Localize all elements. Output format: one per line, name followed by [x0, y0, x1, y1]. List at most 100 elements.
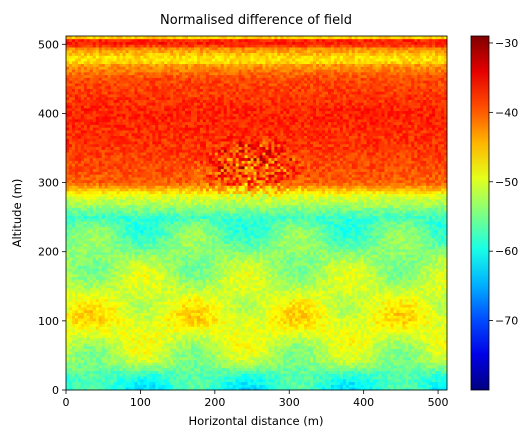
- heatmap-cell: [328, 324, 331, 327]
- heatmap-cell: [328, 332, 331, 335]
- heatmap-cell: [438, 302, 441, 305]
- heatmap-cell: [349, 354, 352, 357]
- heatmap-cell: [411, 296, 414, 299]
- heatmap-cell: [280, 349, 283, 352]
- heatmap-cell: [158, 382, 161, 385]
- heatmap-cell: [370, 293, 373, 296]
- heatmap-cell: [387, 326, 390, 329]
- heatmap-cell: [188, 290, 191, 293]
- heatmap-cell: [117, 365, 120, 368]
- heatmap-cell: [417, 346, 420, 349]
- heatmap-cell: [352, 296, 355, 299]
- heatmap-cell: [224, 293, 227, 296]
- heatmap-cell: [331, 321, 334, 324]
- heatmap-cell: [93, 321, 96, 324]
- heatmap-cell: [140, 354, 143, 357]
- heatmap-cell: [96, 321, 99, 324]
- heatmap-cell: [322, 335, 325, 338]
- heatmap-cell: [352, 313, 355, 316]
- heatmap-cell: [236, 384, 239, 387]
- heatmap-cell: [352, 354, 355, 357]
- heatmap-cell: [230, 376, 233, 379]
- heatmap-cell: [236, 293, 239, 296]
- heatmap-cell: [271, 293, 274, 296]
- heatmap-cell: [158, 351, 161, 354]
- heatmap-cell: [176, 288, 179, 291]
- heatmap-cell: [167, 343, 170, 346]
- heatmap-cell: [429, 337, 432, 340]
- heatmap-cell: [379, 354, 382, 357]
- heatmap-cell: [435, 310, 438, 313]
- heatmap-cell: [376, 315, 379, 318]
- heatmap-cell: [274, 373, 277, 376]
- heatmap-cell: [167, 307, 170, 310]
- heatmap-cell: [155, 365, 158, 368]
- heatmap-cell: [137, 313, 140, 316]
- heatmap-cell: [131, 340, 134, 343]
- heatmap-cell: [105, 337, 108, 340]
- heatmap-cell: [254, 326, 257, 329]
- heatmap-cell: [152, 343, 155, 346]
- heatmap-cell: [405, 373, 408, 376]
- heatmap-cell: [158, 354, 161, 357]
- heatmap-cell: [236, 329, 239, 332]
- heatmap-cell: [283, 360, 286, 363]
- heatmap-cell: [84, 318, 87, 321]
- heatmap-cell: [414, 307, 417, 310]
- heatmap-cell: [340, 299, 343, 302]
- heatmap-cell: [254, 332, 257, 335]
- heatmap-cell: [209, 340, 212, 343]
- heatmap-cell: [239, 365, 242, 368]
- heatmap-cell: [257, 335, 260, 338]
- heatmap-cell: [310, 285, 313, 288]
- heatmap-cell: [218, 349, 221, 352]
- heatmap-cell: [81, 313, 84, 316]
- heatmap-cell: [423, 354, 426, 357]
- heatmap-cell: [414, 362, 417, 365]
- heatmap-cell: [221, 304, 224, 307]
- heatmap-cell: [307, 340, 310, 343]
- heatmap-cell: [188, 346, 191, 349]
- heatmap-cell: [140, 357, 143, 360]
- heatmap-cell: [346, 368, 349, 371]
- heatmap-cell: [170, 296, 173, 299]
- heatmap-cell: [81, 357, 84, 360]
- heatmap-cell: [123, 373, 126, 376]
- heatmap-cell: [218, 296, 221, 299]
- heatmap-cell: [298, 351, 301, 354]
- heatmap-cell: [248, 288, 251, 291]
- heatmap-cell: [393, 290, 396, 293]
- heatmap-cell: [120, 313, 123, 316]
- heatmap-cell: [111, 296, 114, 299]
- heatmap-cell: [227, 315, 230, 318]
- heatmap-cell: [248, 357, 251, 360]
- heatmap-cell: [126, 285, 129, 288]
- heatmap-cell: [325, 384, 328, 387]
- heatmap-cell: [271, 360, 274, 363]
- heatmap-cell: [123, 293, 126, 296]
- heatmap-cell: [423, 340, 426, 343]
- heatmap-cell: [129, 293, 132, 296]
- heatmap-cell: [331, 313, 334, 316]
- heatmap-cell: [337, 362, 340, 365]
- heatmap-cell: [182, 362, 185, 365]
- heatmap-cell: [379, 326, 382, 329]
- heatmap-cell: [111, 293, 114, 296]
- heatmap-cell: [274, 302, 277, 305]
- heatmap-cell: [126, 329, 129, 332]
- heatmap-cell: [167, 318, 170, 321]
- heatmap-cell: [206, 360, 209, 363]
- heatmap-cell: [158, 310, 161, 313]
- heatmap-cell: [355, 382, 358, 385]
- heatmap-cell: [435, 288, 438, 291]
- heatmap-cell: [197, 357, 200, 360]
- heatmap-cell: [209, 324, 212, 327]
- heatmap-cell: [254, 288, 257, 291]
- heatmap-cell: [227, 368, 230, 371]
- heatmap-cell: [319, 384, 322, 387]
- heatmap-cell: [295, 337, 298, 340]
- heatmap-cell: [310, 324, 313, 327]
- heatmap-cell: [370, 373, 373, 376]
- heatmap-cell: [69, 354, 72, 357]
- heatmap-cell: [102, 362, 105, 365]
